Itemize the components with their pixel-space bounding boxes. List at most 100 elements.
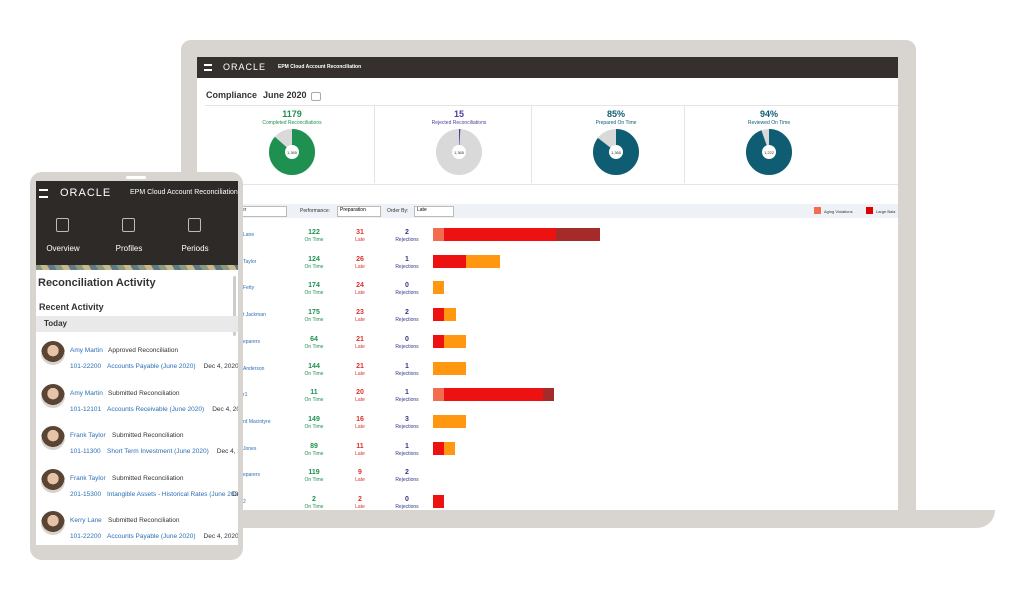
nav-icon[interactable] <box>122 218 135 232</box>
user[interactable]: Amy Martin <box>70 347 103 354</box>
account[interactable]: Accounts Payable (June 2020) <box>107 533 196 540</box>
account[interactable]: Intangible Assets - Historical Rates (Ju… <box>107 490 238 498</box>
donut-hole <box>762 145 776 159</box>
laptop-base <box>170 510 995 528</box>
row-name[interactable]: Anderson <box>243 365 265 372</box>
on-time-value: 64 <box>310 335 318 343</box>
account-id[interactable]: 101-22200 <box>70 363 102 370</box>
account-id[interactable]: 101-11300 <box>70 448 101 455</box>
rejections-label: Rejections <box>395 504 419 510</box>
on-time-label: On Time <box>304 450 324 457</box>
nav-label[interactable]: Profiles <box>115 244 143 253</box>
bar-segment <box>433 441 444 455</box>
group-bar <box>36 316 238 332</box>
date: Dec 4, 2020 <box>203 533 238 540</box>
bar-segment <box>444 441 455 455</box>
action: Submitted Reconciliation <box>112 474 184 482</box>
tablet-screen: ORACLE EPM Cloud Account Reconciliation … <box>36 181 238 545</box>
donut-slice <box>269 129 315 175</box>
legend-swatch <box>814 207 821 214</box>
action: Approved Reconciliation <box>108 347 179 354</box>
laptop-screen: ORACLE EPM Cloud Account Reconciliation … <box>197 57 898 510</box>
avatar <box>41 468 65 493</box>
bar-segment <box>444 228 556 241</box>
bar-segment <box>444 308 456 322</box>
rejections-value: 1 <box>405 255 409 263</box>
account[interactable]: Short Term Investment (June 2020) <box>107 448 209 455</box>
bar-segment <box>433 281 444 295</box>
row-name[interactable]: 2 <box>243 499 246 505</box>
donut-center: 1,365 <box>454 150 465 155</box>
late-label: Late <box>355 290 365 297</box>
user[interactable]: Frank Taylor <box>70 474 106 482</box>
row-name[interactable]: Lane <box>243 232 255 238</box>
period[interactable]: June 2020 <box>263 90 307 100</box>
app-header <box>197 57 898 78</box>
rejections-label: Rejections <box>395 450 419 457</box>
row-name[interactable]: Taylor <box>243 258 257 265</box>
late-value: 11 <box>356 442 364 450</box>
action: Submitted Reconciliation <box>108 517 180 524</box>
on-time-label: On Time <box>304 290 324 297</box>
rejections-label: Rejections <box>395 477 419 484</box>
rejections-label: Rejections <box>395 290 419 297</box>
menu-icon[interactable] <box>204 64 212 71</box>
nav-icon[interactable] <box>188 218 201 232</box>
compliance-title: Compliance <box>206 90 258 100</box>
bar-segment <box>444 334 466 348</box>
row-name[interactable]: rd Macintyre <box>243 418 271 425</box>
on-time-value: 174 <box>308 282 320 290</box>
account-id[interactable]: 101-22200 <box>70 533 102 540</box>
account[interactable]: Accounts Payable (June 2020) <box>107 363 196 370</box>
on-time-label: On Time <box>304 370 324 377</box>
rejections-label: Rejections <box>395 397 419 404</box>
late-label: Late <box>355 237 365 243</box>
row-name[interactable]: r1 <box>243 392 248 399</box>
bar-segment <box>433 414 466 428</box>
row-name[interactable]: Jones <box>243 445 257 452</box>
late-value: 21 <box>356 335 364 343</box>
donut-slice <box>436 129 482 175</box>
on-time-value: 175 <box>308 309 320 317</box>
period-dropdown[interactable] <box>311 92 321 101</box>
donut: 1,365 <box>269 129 315 175</box>
late-label: Late <box>355 263 365 270</box>
tablet-camera <box>126 176 146 179</box>
date: Dec 4, 2020 <box>232 490 238 498</box>
filter-label: Performance: <box>300 208 331 214</box>
brand: ORACLE <box>60 187 112 199</box>
account-id[interactable]: 101-12101 <box>70 405 102 413</box>
user[interactable]: Amy Martin <box>70 389 103 397</box>
date: Dec 4, 2020 <box>216 448 238 455</box>
user[interactable]: Kerry Lane <box>70 517 102 524</box>
row-name[interactable]: Fetty <box>243 285 255 292</box>
late-label: Late <box>355 397 365 404</box>
nav-label[interactable]: Overview <box>46 244 80 253</box>
filter-value[interactable]: er <box>241 206 287 217</box>
row-name[interactable]: eparers <box>243 472 260 479</box>
tablet-strip <box>36 265 238 270</box>
user[interactable]: Frank Taylor <box>70 432 106 439</box>
bar-segment <box>466 254 500 268</box>
late-label: Late <box>355 477 365 484</box>
rejections-label: Rejections <box>395 370 419 377</box>
rejections-label: Rejections <box>395 263 419 270</box>
donut-center: 1,222 <box>764 150 775 155</box>
rejections-label: Rejections <box>395 317 419 324</box>
account[interactable]: Accounts Receivable (June 2020) <box>107 405 205 413</box>
on-time-value: 89 <box>310 442 318 450</box>
filter-value[interactable]: Late <box>414 206 454 217</box>
row-name[interactable]: eparers <box>243 338 260 345</box>
nav-icon[interactable] <box>56 218 69 232</box>
rejections-label: Rejections <box>395 343 419 350</box>
late-value: 26 <box>356 255 364 263</box>
account-id[interactable]: 201-15300 <box>70 490 102 498</box>
rejections-value: 3 <box>405 415 409 423</box>
avatar <box>41 511 65 535</box>
page-title: Reconciliation Activity <box>38 277 156 289</box>
menu-icon[interactable] <box>39 189 48 198</box>
donut-hole <box>285 145 299 159</box>
filter-value[interactable]: Preparation <box>337 206 381 217</box>
row-name[interactable]: t Jackman <box>243 312 266 319</box>
nav-label[interactable]: Periods <box>181 244 209 253</box>
